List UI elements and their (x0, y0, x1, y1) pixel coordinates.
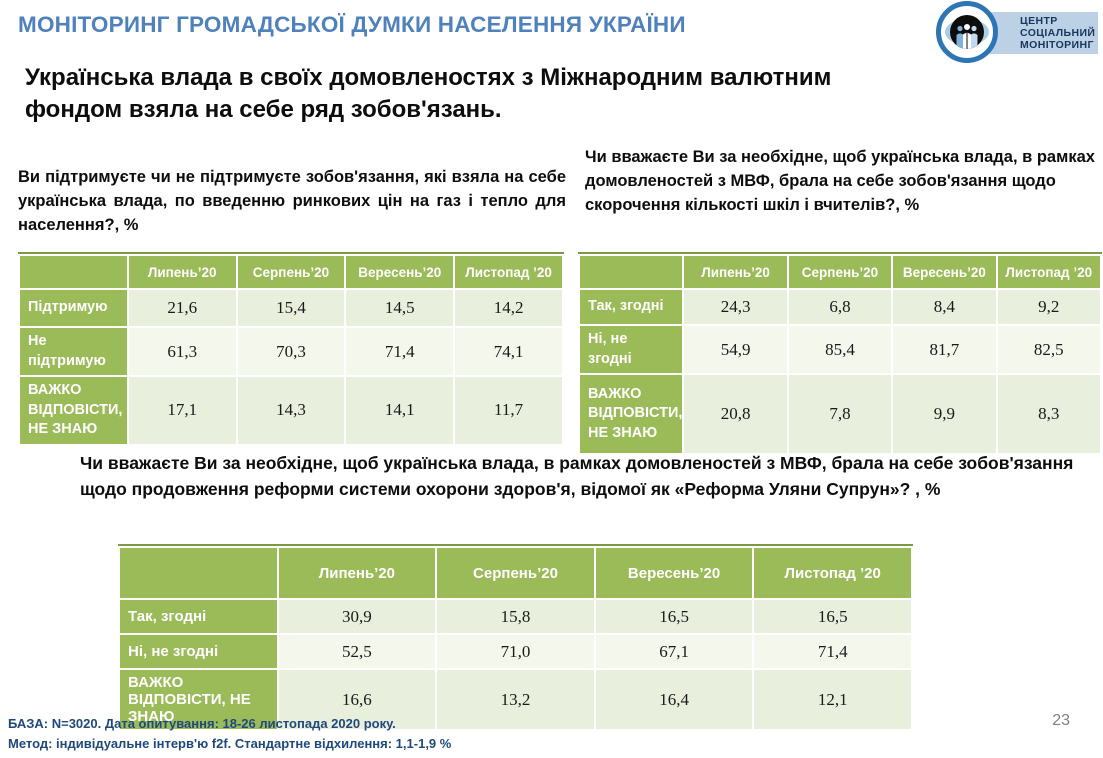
table-health-reform: Липень’20 Серпень’20 Вересень’20 Листопад ’… (118, 544, 913, 731)
value-cell: 17,1 (128, 377, 236, 444)
row-label: ВАЖКО ВІДПОВІСТИ, НЕ ЗНАЮ (580, 375, 682, 454)
table-schools: Липень’20 Серпень’20 Вересень’20 Листопад ’… (578, 252, 1102, 455)
row-label: Не підтримую (20, 328, 127, 376)
corner-cell (120, 548, 277, 598)
table-row: ВАЖКО ВІДПОВІСТИ, НЕ ЗНАЮ 17,1 14,3 14,1 11,… (20, 377, 562, 444)
table-row: Так, згодні 30,9 15,8 16,5 16,5 (120, 600, 911, 633)
table-row: Ні, не згодні 52,5 71,0 67,1 71,4 (120, 635, 911, 668)
question-gas-prices: Ви підтримуєте чи не підтримуєте зобов'я… (18, 168, 566, 234)
table-row: Ні, не згодні 54,9 85,4 81,7 82,5 (580, 326, 1100, 374)
column-header: Листопад ’20 (997, 256, 1100, 288)
value-cell: 70,3 (237, 328, 345, 376)
header-row: Липень’20 Серпень’20 Вересень’20 Листопад ’… (120, 548, 911, 598)
org-logo: ЦЕНТР СОЦІАЛЬНИЙ МОНІТОРИНГ (936, 1, 1100, 63)
logo-text-line: МОНІТОРИНГ (1020, 39, 1094, 52)
column-header: Серпень’20 (237, 256, 345, 288)
row-label: Так, згодні (120, 600, 277, 633)
value-cell: 20,8 (684, 375, 787, 454)
value-cell: 14,3 (237, 377, 345, 444)
column-header: Серпень’20 (437, 548, 594, 598)
value-cell: 71,4 (346, 328, 454, 376)
table-gas-prices: Липень’20 Серпень’20 Вересень’20 Листопад ’… (18, 252, 564, 446)
question-schools: Чи вважаєте Ви за необхідне, щоб українс… (585, 148, 1095, 214)
value-cell: 30,9 (278, 600, 436, 633)
value-cell: 9,2 (997, 290, 1100, 324)
header-row: Липень’20 Серпень’20 Вересень’20 Листопад ’… (20, 256, 562, 288)
value-cell: 8,3 (997, 375, 1100, 454)
value-cell: 9,9 (893, 375, 996, 454)
value-cell: 52,5 (278, 635, 436, 668)
value-cell: 16,5 (595, 600, 753, 633)
column-header: Листопад ’20 (455, 256, 562, 288)
column-header: Вересень’20 (595, 548, 753, 598)
question-health-reform: Чи вважаєте Ви за необхідне, щоб українс… (80, 453, 1074, 500)
three-people-icon (956, 24, 978, 49)
logo-text-line: ЦЕНТР (1020, 14, 1058, 27)
value-cell: 13,2 (437, 670, 594, 729)
value-cell: 67,1 (595, 635, 753, 668)
column-header: Липень’20 (128, 256, 236, 288)
table-row: ВАЖКО ВІДПОВІСТИ, НЕ ЗНАЮ 20,8 7,8 9,9 8,3 (580, 375, 1100, 454)
footer-base-line: БАЗА: N=3020. Дата опитування: 18-26 лис… (8, 716, 396, 731)
value-cell: 8,4 (893, 290, 996, 324)
row-label: Так, згодні (580, 290, 683, 324)
value-cell: 21,6 (128, 290, 236, 326)
corner-cell (20, 256, 127, 288)
column-header: Липень’20 (684, 256, 787, 288)
column-header: Вересень’20 (346, 256, 454, 288)
header-row: Липень’20 Серпень’20 Вересень’20 Листопад ’… (580, 256, 1100, 288)
value-cell: 6,8 (788, 290, 892, 324)
corner-cell (580, 256, 683, 288)
row-label: Ні, не згодні (120, 635, 277, 668)
value-cell: 81,7 (893, 326, 996, 374)
value-cell: 11,7 (455, 377, 562, 444)
value-cell: 16,6 (278, 670, 436, 729)
column-header: Липень’20 (278, 548, 436, 598)
value-cell: 14,5 (346, 290, 454, 326)
value-cell: 54,9 (684, 326, 787, 374)
column-header: Серпень’20 (788, 256, 892, 288)
eye-shape-icon (945, 15, 989, 49)
logo-text-line: СОЦІАЛЬНИЙ (1020, 26, 1096, 39)
column-header: Вересень’20 (893, 256, 996, 288)
table-row: ВАЖКО ВІДПОВІСТИ, НЕ ЗНАЮ 16,6 13,2 16,4 12,… (120, 670, 911, 729)
value-cell: 15,4 (237, 290, 345, 326)
logo-circle (936, 1, 998, 63)
value-cell: 82,5 (997, 326, 1100, 374)
row-label: ВАЖКО ВІДПОВІСТИ, НЕ ЗНАЮ (20, 377, 127, 444)
slide-subtitle: Українська влада в своїх домовленостях з… (25, 64, 832, 123)
row-label: Підтримую (20, 290, 127, 326)
footer-method-line: Метод: індивідуальне інтерв'ю f2f. Станд… (8, 735, 452, 751)
value-cell: 74,1 (455, 328, 562, 376)
people-group-icon (950, 15, 984, 49)
value-cell: 14,1 (346, 377, 454, 444)
table-row: Підтримую 21,6 15,4 14,5 14,2 (20, 290, 562, 326)
value-cell: 14,2 (455, 290, 562, 326)
value-cell: 15,8 (437, 600, 594, 633)
page-title: МОНІТОРИНГ ГРОМАДСЬКОЇ ДУМКИ НАСЕЛЕННЯ У… (18, 12, 686, 37)
value-cell: 7,8 (788, 375, 892, 454)
value-cell: 85,4 (788, 326, 892, 374)
value-cell: 12,1 (754, 670, 911, 729)
row-label: Ні, не згодні (580, 326, 683, 374)
table-row: Так, згодні 24,3 6,8 8,4 9,2 (580, 290, 1100, 324)
footer-notes: БАЗА: N=3020. Дата опитування: 18-26 лис… (8, 714, 708, 753)
row-label: ВАЖКО ВІДПОВІСТИ, НЕ ЗНАЮ (120, 670, 277, 729)
table-row: Не підтримую 61,3 70,3 71,4 74,1 (20, 328, 562, 376)
value-cell: 71,0 (437, 635, 594, 668)
value-cell: 61,3 (128, 328, 236, 376)
value-cell: 71,4 (754, 635, 911, 668)
page-number: 23 (1052, 712, 1070, 729)
value-cell: 16,5 (754, 600, 911, 633)
value-cell: 24,3 (684, 290, 787, 324)
value-cell: 16,4 (595, 670, 753, 729)
column-header: Листопад ’20 (754, 548, 911, 598)
